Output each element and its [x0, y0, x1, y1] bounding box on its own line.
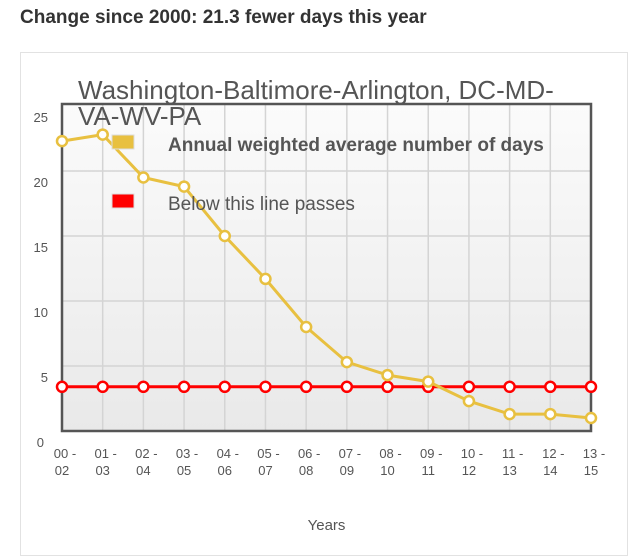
x-tick-label: 05: [177, 463, 191, 478]
x-tick-label: 12 -: [542, 446, 564, 461]
x-tick-label: 02 -: [135, 446, 157, 461]
data-point: [462, 380, 476, 394]
data-point: [259, 380, 272, 394]
x-tick-label: 15: [584, 463, 598, 478]
y-tick-label: 0: [37, 435, 44, 450]
y-tick-label: 15: [34, 240, 48, 255]
x-tick-label: 03: [95, 463, 109, 478]
data-point: [137, 171, 150, 184]
x-tick-label: 09 -: [420, 446, 442, 461]
x-tick-label: 00 -: [54, 446, 76, 461]
x-tick-label: 11 -: [502, 446, 523, 461]
plot-area: [62, 104, 591, 431]
data-point: [421, 375, 435, 388]
data-point: [462, 394, 476, 408]
data-point: [299, 320, 313, 334]
data-point: [96, 380, 109, 394]
x-tick-label: 10: [380, 463, 394, 478]
data-point: [299, 380, 313, 394]
data-point: [259, 272, 272, 286]
data-point: [381, 380, 394, 394]
y-tick-label: 25: [34, 110, 48, 125]
data-point: [584, 411, 598, 425]
data-point: [55, 134, 69, 148]
x-tick-label: 07: [258, 463, 272, 478]
data-point: [177, 380, 191, 394]
x-tick-label: 04 -: [217, 446, 239, 461]
x-tick-label: 12: [462, 463, 476, 478]
y-tick-label: 5: [41, 370, 48, 385]
change-summary-heading: Change since 2000: 21.3 fewer days this …: [20, 7, 427, 28]
data-point: [218, 229, 232, 243]
chart-title: VA-WV-PA: [78, 101, 202, 131]
x-tick-label: 01 -: [94, 446, 116, 461]
legend-label: Below this line passes: [168, 194, 355, 215]
x-tick-label: 11: [421, 463, 435, 478]
data-point: [503, 380, 516, 394]
series-line: [61, 132, 592, 420]
data-point: [340, 355, 354, 369]
x-tick-label: 08: [299, 463, 313, 478]
x-tick-label: 04: [136, 463, 150, 478]
data-point: [503, 407, 516, 421]
x-tick-label: 03 -: [176, 446, 198, 461]
y-tick-label: 10: [34, 305, 48, 320]
x-tick-label: 13: [502, 463, 516, 478]
x-tick-label: 07 -: [339, 446, 361, 461]
y-tick-label: 20: [34, 175, 48, 190]
x-tick-label: 06: [218, 463, 232, 478]
legend-label: Annual weighted average number of days: [168, 135, 544, 156]
chart-card: [20, 52, 628, 556]
data-point: [544, 380, 557, 394]
data-point: [584, 380, 598, 394]
legend-swatch: [111, 134, 135, 150]
x-tick-label: 10 -: [461, 446, 483, 461]
x-tick-label: 09: [340, 463, 354, 478]
x-tick-label: 14: [543, 463, 557, 478]
data-point: [381, 368, 394, 382]
x-tick-label: 02: [55, 463, 69, 478]
data-point: [340, 380, 354, 394]
x-tick-label: 05 -: [257, 446, 279, 461]
data-point: [96, 128, 109, 141]
data-point: [218, 380, 232, 394]
x-tick-label: 13 -: [583, 446, 605, 461]
legend-swatch: [111, 193, 135, 209]
data-point: [55, 380, 69, 394]
data-point: [177, 180, 191, 193]
x-tick-label: 06 -: [298, 446, 320, 461]
chart-title: Washington-Baltimore-Arlington, DC-MD-: [78, 75, 554, 105]
data-point: [137, 380, 150, 394]
plot-border: [60, 102, 593, 433]
x-axis-title: Years: [308, 517, 346, 534]
data-point: [544, 407, 557, 421]
x-tick-label: 08 -: [379, 446, 401, 461]
